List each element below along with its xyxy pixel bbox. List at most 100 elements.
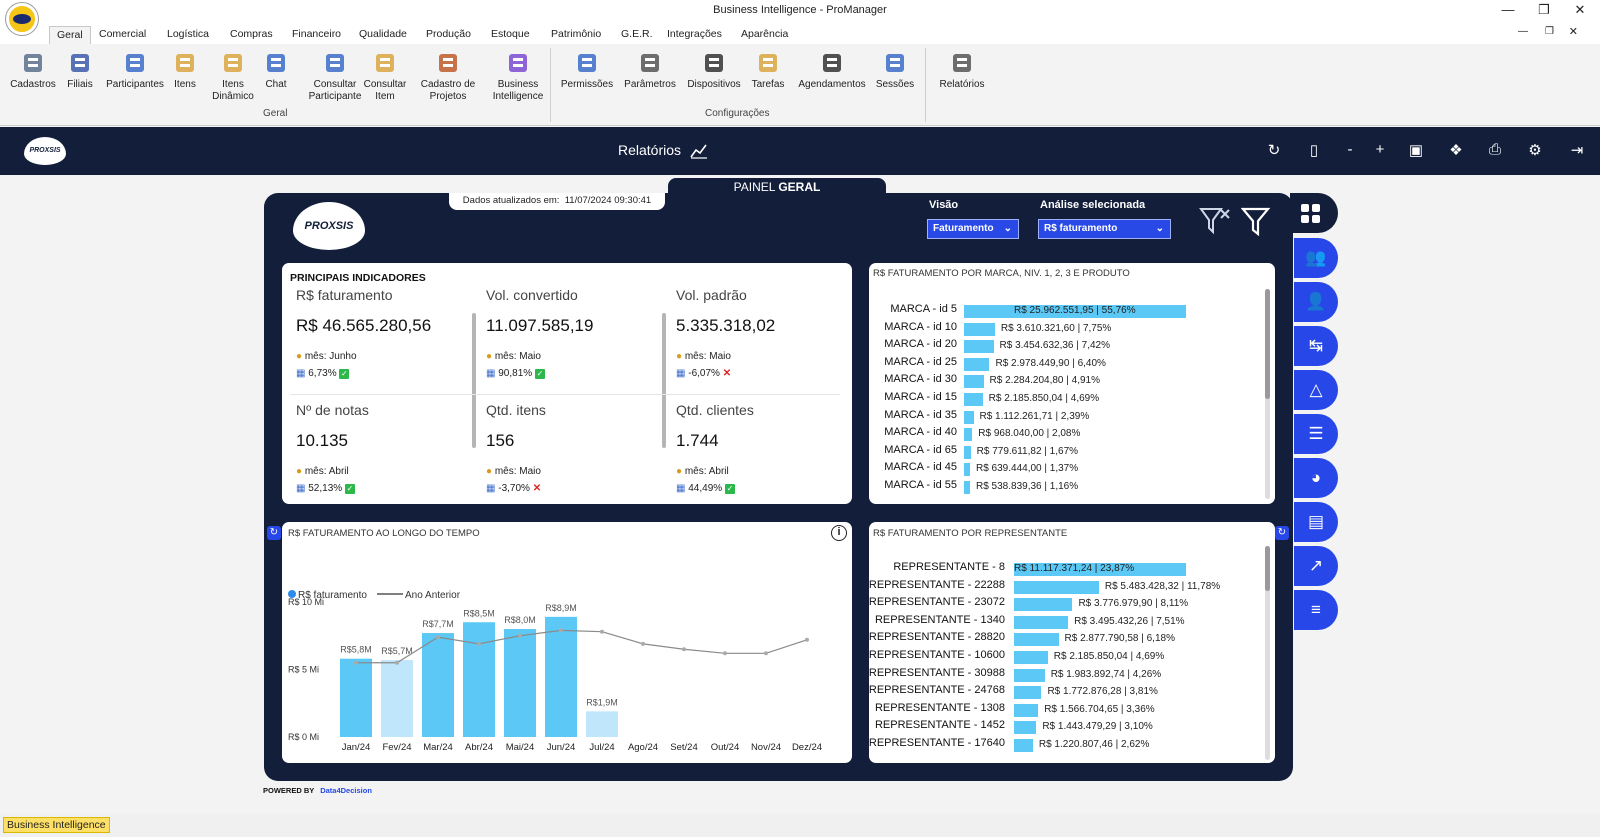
side-nav-clients[interactable]: 👤 <box>1294 282 1338 322</box>
representante-row[interactable]: REPRESENTANTE - 28820 <box>869 631 1005 647</box>
marca-row[interactable]: MARCA - id 15 <box>869 391 957 407</box>
building-icon <box>67 50 93 76</box>
side-nav-chart[interactable]: ↗ <box>1294 546 1338 586</box>
marca-bar-value: R$ 779.611,82 | 1,67% <box>976 445 1079 457</box>
marca-row-label: MARCA - id 30 <box>884 373 957 386</box>
minimize-icon[interactable]: — <box>1501 2 1515 17</box>
chart-icon: ↗ <box>1308 556 1324 575</box>
marca-row[interactable]: MARCA - id 20 <box>869 338 957 354</box>
side-nav-checklist[interactable]: ☰ <box>1294 414 1338 454</box>
settings-gear-icon[interactable]: ⚙ <box>1528 142 1542 159</box>
ribbon-restore-icon[interactable]: ❐ <box>1545 26 1554 37</box>
mobile-icon[interactable]: ▯ <box>1309 142 1319 159</box>
tab-11[interactable]: Aparência <box>741 28 789 40</box>
representante-row[interactable]: REPRESENTANTE - 24768 <box>869 684 1005 700</box>
side-nav-food[interactable]: ◕ <box>1294 458 1338 498</box>
representante-row[interactable]: REPRESENTANTE - 22288 <box>869 579 1005 595</box>
tab-7[interactable]: Estoque <box>491 28 530 40</box>
ribbon-cfg-btn-2[interactable]: Dispositivos <box>686 50 742 91</box>
marca-row[interactable]: MARCA - id 5 <box>869 303 957 319</box>
status-item[interactable]: Business Intelligence <box>3 817 110 833</box>
marca-row[interactable]: MARCA - id 65 <box>869 444 957 460</box>
maximize-icon[interactable]: ❐ <box>1538 2 1550 17</box>
ribbon-btn-9[interactable]: Business Intelligence <box>486 50 550 103</box>
x-tick-label: Set/24 <box>670 742 697 753</box>
side-nav-products[interactable]: △ <box>1294 370 1338 410</box>
tab-4[interactable]: Financeiro <box>292 28 342 40</box>
ribbon-btn-3[interactable]: Itens <box>170 50 200 91</box>
refresh-icon[interactable]: ↻ <box>1267 142 1281 159</box>
ribbon-btn-5[interactable]: Chat <box>259 50 293 91</box>
ribbon-cfg-btn-0[interactable]: Permissões <box>560 50 614 91</box>
ribbon-cfg-btn-1[interactable]: Parâmetros <box>622 50 678 91</box>
zoom-out-icon[interactable]: - <box>1347 141 1353 158</box>
representante-row[interactable]: REPRESENTANTE - 1452 <box>869 719 1005 735</box>
ribbon-minimize-icon[interactable]: — <box>1518 26 1528 37</box>
representante-row[interactable]: REPRESENTANTE - 1308 <box>869 702 1005 718</box>
ribbon-btn-0[interactable]: Cadastros <box>6 50 60 91</box>
ribbon-cfg-btn-5[interactable]: Sessões <box>875 50 915 91</box>
marca-bar-value: R$ 25.962.551,95 | 55,76% <box>1014 305 1136 316</box>
marca-bar <box>964 410 974 424</box>
collapse-icon[interactable]: ❖ <box>1449 142 1463 159</box>
projects-icon <box>435 50 461 76</box>
kpi-pct: 6,73% <box>308 368 337 379</box>
side-menu-top[interactable] <box>1290 193 1338 233</box>
marca-row[interactable]: MARCA - id 40 <box>869 426 957 442</box>
tab-0[interactable]: Geral <box>49 26 91 44</box>
filter-icon[interactable] <box>1241 206 1271 236</box>
visao-select[interactable]: Faturamento ⌄ <box>927 219 1019 239</box>
representante-scrollbar[interactable] <box>1265 546 1270 760</box>
tab-1[interactable]: Comercial <box>99 28 147 40</box>
tab-8[interactable]: Patrimônio <box>551 28 602 40</box>
ribbon-btn-6[interactable]: Consultar Participante <box>304 50 366 103</box>
items-dynamic-icon <box>220 50 246 76</box>
analise-select[interactable]: R$ faturamento ⌄ <box>1038 219 1171 239</box>
tab-6[interactable]: Produção <box>426 28 471 40</box>
representante-row[interactable]: REPRESENTANTE - 17640 <box>869 737 1005 753</box>
fit-screen-icon[interactable]: ▣ <box>1408 142 1424 159</box>
close-icon[interactable]: ✕ <box>1574 2 1586 17</box>
marca-row[interactable]: MARCA - id 25 <box>869 356 957 372</box>
print-icon[interactable]: ⎙ <box>1488 141 1501 158</box>
app-logo-icon[interactable] <box>6 3 38 35</box>
sync-icon[interactable]: ↻ <box>1275 526 1289 540</box>
marca-row[interactable]: MARCA - id 35 <box>869 409 957 425</box>
exit-icon[interactable]: ⇥ <box>1570 142 1584 159</box>
representante-row[interactable]: REPRESENTANTE - 8 <box>869 561 1005 577</box>
representante-row[interactable]: REPRESENTANTE - 30988 <box>869 667 1005 683</box>
marca-row[interactable]: MARCA - id 10 <box>869 321 957 337</box>
ribbon-btn-label: Participantes <box>106 79 164 90</box>
tab-10[interactable]: Integrações <box>667 28 722 40</box>
ribbon-close-icon[interactable]: ✕ <box>1568 26 1578 38</box>
marca-row[interactable]: MARCA - id 30 <box>869 373 957 389</box>
ribbon-cfg-btn-3[interactable]: Tarefas <box>750 50 786 91</box>
visao-label: Visão <box>929 199 959 211</box>
sync-icon[interactable]: ↻ <box>267 526 281 540</box>
representante-row[interactable]: REPRESENTANTE - 23072 <box>869 596 1005 612</box>
representante-row[interactable]: REPRESENTANTE - 10600 <box>869 649 1005 665</box>
info-icon[interactable]: i <box>831 525 847 541</box>
marca-row[interactable]: MARCA - id 45 <box>869 461 957 477</box>
representante-row[interactable]: REPRESENTANTE - 1340 <box>869 614 1005 630</box>
ribbon-cfg-btn-4[interactable]: Agendamentos <box>796 50 868 91</box>
ribbon-btn-1[interactable]: Filiais <box>63 50 97 91</box>
zoom-in-icon[interactable]: + <box>1375 141 1385 158</box>
ribbon-btn-2[interactable]: Participantes <box>101 50 169 91</box>
marca-row[interactable]: MARCA - id 55 <box>869 479 957 495</box>
tab-3[interactable]: Compras <box>230 28 273 40</box>
side-nav-flow[interactable]: ↹ <box>1294 326 1338 366</box>
side-nav-briefcase[interactable]: ▤ <box>1294 502 1338 542</box>
ribbon-btn-4[interactable]: Itens Dinâmico <box>208 50 258 103</box>
tab-2[interactable]: Logística <box>167 28 210 40</box>
calendar-icon: ▦ <box>296 483 306 494</box>
tab-9[interactable]: G.E.R. <box>621 28 653 40</box>
marca-scrollbar[interactable] <box>1265 289 1270 499</box>
side-nav-representatives[interactable]: 👥 <box>1294 238 1338 278</box>
ribbon-btn-relatorios[interactable]: Relatórios <box>935 50 989 91</box>
ribbon-btn-7[interactable]: Consultar Item <box>360 50 410 103</box>
side-nav-list[interactable]: ≡ <box>1294 590 1338 630</box>
ribbon-btn-8[interactable]: Cadastro de Projetos <box>420 50 476 103</box>
tab-5[interactable]: Qualidade <box>359 28 407 40</box>
clear-filter-icon[interactable] <box>1199 206 1231 236</box>
